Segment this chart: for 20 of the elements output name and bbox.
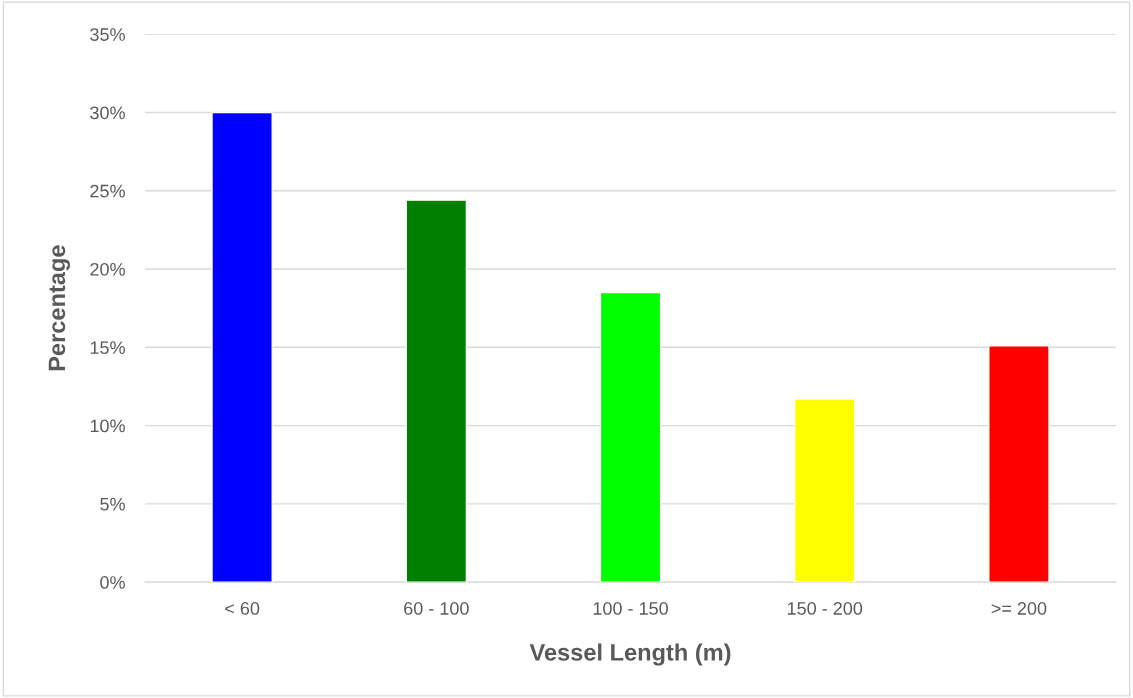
y-tick-label: 15% (90, 341, 125, 355)
y-tick-label: 5% (100, 497, 125, 511)
y-tick-label: 20% (90, 262, 125, 276)
bar (405, 199, 468, 583)
bar (793, 398, 856, 583)
bar (211, 111, 273, 583)
x-axis-title: Vessel Length (m) (529, 643, 731, 666)
y-axis-title: Percentage (48, 245, 70, 371)
y-tick-label: 25% (90, 184, 125, 198)
y-tick-label: 35% (90, 28, 125, 41)
x-tick-label: 60 - 100 (404, 602, 469, 615)
y-tick-label: 30% (90, 106, 125, 120)
x-tick-label: 150 - 200 (787, 602, 863, 615)
y-tick-label: 0% (100, 576, 125, 589)
bar (988, 345, 1050, 583)
bar (599, 291, 662, 583)
x-tick-label: >= 200 (991, 602, 1047, 615)
x-tick-label: 100 - 150 (593, 602, 668, 615)
y-tick-label: 10% (90, 419, 125, 433)
x-tick-label: < 60 (225, 602, 260, 615)
